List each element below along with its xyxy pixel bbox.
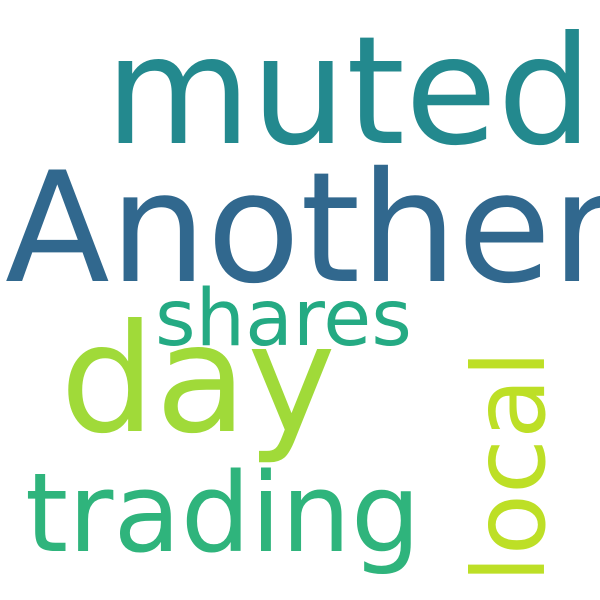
- word-trading: trading: [25, 449, 421, 577]
- word-another: Another: [5, 140, 600, 318]
- word-local: local: [451, 349, 568, 583]
- word-muted: muted: [105, 5, 593, 179]
- word-shares: shares: [155, 274, 412, 364]
- word-day: day: [60, 293, 336, 467]
